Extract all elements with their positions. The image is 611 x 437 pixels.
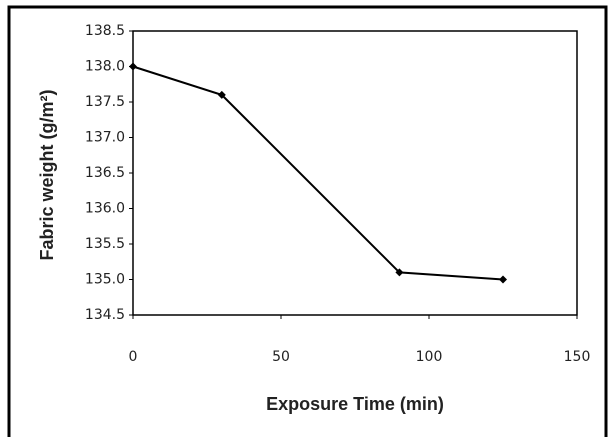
x-tick-label: 100 — [416, 349, 443, 365]
x-tick-label: 0 — [129, 349, 138, 365]
x-tick-label: 50 — [272, 349, 290, 365]
y-tick-label: 138.0 — [85, 59, 125, 75]
marker — [129, 62, 137, 71]
plot-area — [132, 30, 578, 316]
y-tick-label: 137.0 — [85, 130, 125, 146]
x-axis-label: Exposure Time (min) — [266, 394, 444, 414]
marker — [217, 90, 226, 99]
y-tick-label: 135.0 — [85, 272, 125, 288]
y-tick-label: 137.5 — [85, 94, 125, 110]
y-tick-label: 136.5 — [85, 165, 125, 181]
y-axis-label: Fabric weight (g/m²) — [37, 89, 57, 260]
marker — [395, 268, 404, 277]
frame — [7, 5, 608, 437]
x-tick-label: 150 — [564, 349, 591, 365]
y-tick-label: 134.5 — [85, 307, 125, 323]
y-tick-label: 138.5 — [85, 23, 125, 39]
line — [132, 65, 504, 281]
marker — [499, 275, 507, 284]
y-tick-label: 136.0 — [85, 201, 125, 217]
y-tick-label: 135.5 — [85, 236, 125, 252]
